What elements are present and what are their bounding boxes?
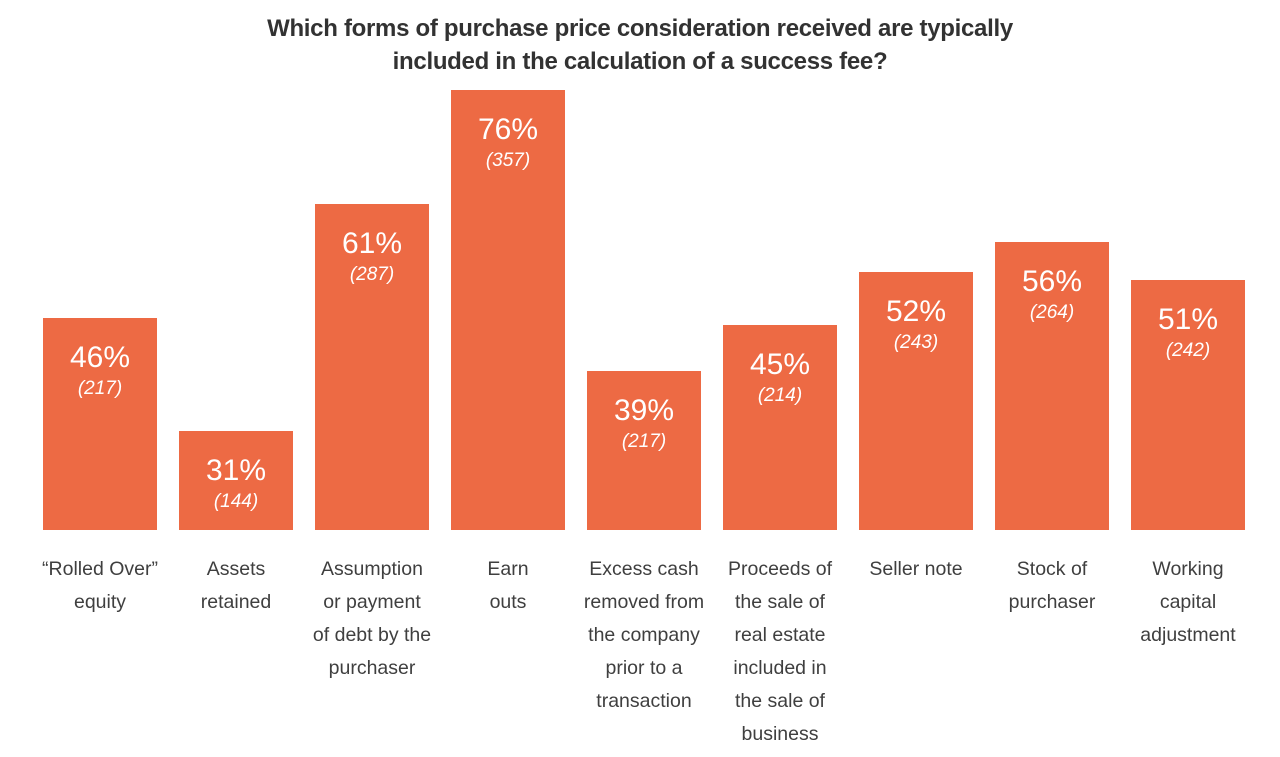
bar-value-label: 51% [1157, 303, 1219, 336]
category-label-line: Assets [206, 558, 266, 580]
category-label-line: Excess cash [589, 558, 699, 580]
bar-value-label: 76% [477, 113, 539, 146]
category-label-line: the sale of [735, 690, 825, 712]
category-label: Working capital adjustment [1131, 553, 1245, 652]
bar-track: 45% (214) [723, 78, 837, 530]
bar-value-label: 31% [205, 454, 267, 487]
bar: 39% (217) [587, 371, 701, 530]
category-label-line: the sale of [735, 591, 825, 613]
category-label-line: “Rolled Over” [42, 558, 158, 580]
category-label-line: equity [73, 591, 127, 613]
bar-column: 31% (144) Assets retained [179, 78, 293, 751]
category-label-line: removed from [583, 591, 705, 613]
bar-column: 56% (264) Stock of purchaser [995, 78, 1109, 751]
bar-column: 45% (214) Proceeds of the sale of real estat… [723, 78, 837, 751]
bar-column: 76% (357) Earn outs [451, 78, 565, 751]
bar-track: 56% (264) [995, 78, 1109, 530]
bar-column: 51% (242) Working capital adjustment [1131, 78, 1245, 751]
category-label: “Rolled Over” equity [42, 553, 158, 619]
bar: 31% (144) [179, 431, 293, 530]
bar: 46% (217) [43, 318, 157, 530]
bar-count-label: (214) [757, 385, 803, 406]
bar-track: 31% (144) [179, 78, 293, 530]
bar-column: 39% (217) Excess cash removed from the compa… [583, 78, 705, 751]
category-label-line: of debt by the [312, 624, 432, 646]
category-label-line: retained [200, 591, 272, 613]
bar-track: 39% (217) [587, 78, 701, 530]
category-label: Earn outs [451, 553, 565, 619]
bar: 45% (214) [723, 325, 837, 530]
bar: 52% (243) [859, 272, 973, 530]
bar-count-label: (357) [485, 150, 531, 171]
bar-count-label: (242) [1165, 340, 1211, 361]
bar-value-label: 52% [885, 295, 947, 328]
bar: 76% (357) [451, 90, 565, 530]
bar-track: 61% (287) [315, 78, 429, 530]
bar-track: 52% (243) [859, 78, 973, 530]
category-label-line: outs [489, 591, 527, 613]
bar-count-label: (264) [1029, 302, 1075, 323]
bar-track: 51% (242) [1131, 78, 1245, 530]
bar-plot-area: 46% (217) “Rolled Over” equity 31% (144) Asset… [0, 78, 1280, 751]
bar: 51% (242) [1131, 280, 1245, 530]
category-label-line: capital [1159, 591, 1217, 613]
chart-title: Which forms of purchase price considerat… [0, 0, 1280, 78]
bar-value-label: 45% [749, 348, 811, 381]
category-label: Assets retained [179, 553, 293, 619]
category-label: Excess cash removed from the company prior … [583, 553, 705, 718]
category-label-line: Assumption [321, 558, 423, 580]
bar-count-label: (217) [621, 431, 667, 452]
category-label: Assumption or payment of debt by the purcha… [312, 553, 432, 685]
category-label-line: Stock of [1016, 558, 1088, 580]
category-label-line: Seller note [869, 558, 963, 580]
category-label-line: real estate [734, 624, 826, 646]
category-label-line: purchaser [1008, 591, 1096, 613]
bar-column: 46% (217) “Rolled Over” equity [42, 78, 158, 751]
bar-value-label: 56% [1021, 265, 1083, 298]
bar-value-label: 39% [613, 394, 675, 427]
bar-count-label: (217) [77, 378, 123, 399]
bar-track: 76% (357) [451, 78, 565, 530]
category-label-line: adjustment [1140, 624, 1236, 646]
chart-title-line-1: Which forms of purchase price considerat… [267, 15, 1013, 42]
bar-value-label: 46% [69, 341, 131, 374]
category-label-line: or payment [323, 591, 421, 613]
chart-title-line-2: included in the calculation of a success… [392, 48, 888, 75]
category-label-line: included in [733, 657, 827, 679]
category-label: Proceeds of the sale of real estate include… [723, 553, 837, 751]
category-label-line: Earn [487, 558, 529, 580]
category-label-line: transaction [596, 690, 692, 712]
bar-track: 46% (217) [43, 78, 157, 530]
bar: 61% (287) [315, 204, 429, 530]
category-label: Seller note [859, 553, 973, 586]
bar-count-label: (287) [349, 264, 395, 285]
category-label-line: prior to a [605, 657, 683, 679]
category-label-line: business [741, 723, 819, 745]
bar-column: 52% (243) Seller note [859, 78, 973, 751]
category-label-line: Working [1152, 558, 1224, 580]
bar-count-label: (243) [893, 332, 939, 353]
category-label: Stock of purchaser [995, 553, 1109, 619]
category-label-line: Proceeds of [727, 558, 833, 580]
bar: 56% (264) [995, 242, 1109, 530]
category-label-line: purchaser [328, 657, 416, 679]
bar-column: 61% (287) Assumption or payment of debt by t… [312, 78, 432, 751]
category-label-line: the company [588, 624, 700, 646]
bar-value-label: 61% [341, 227, 403, 260]
bar-count-label: (144) [213, 491, 259, 512]
